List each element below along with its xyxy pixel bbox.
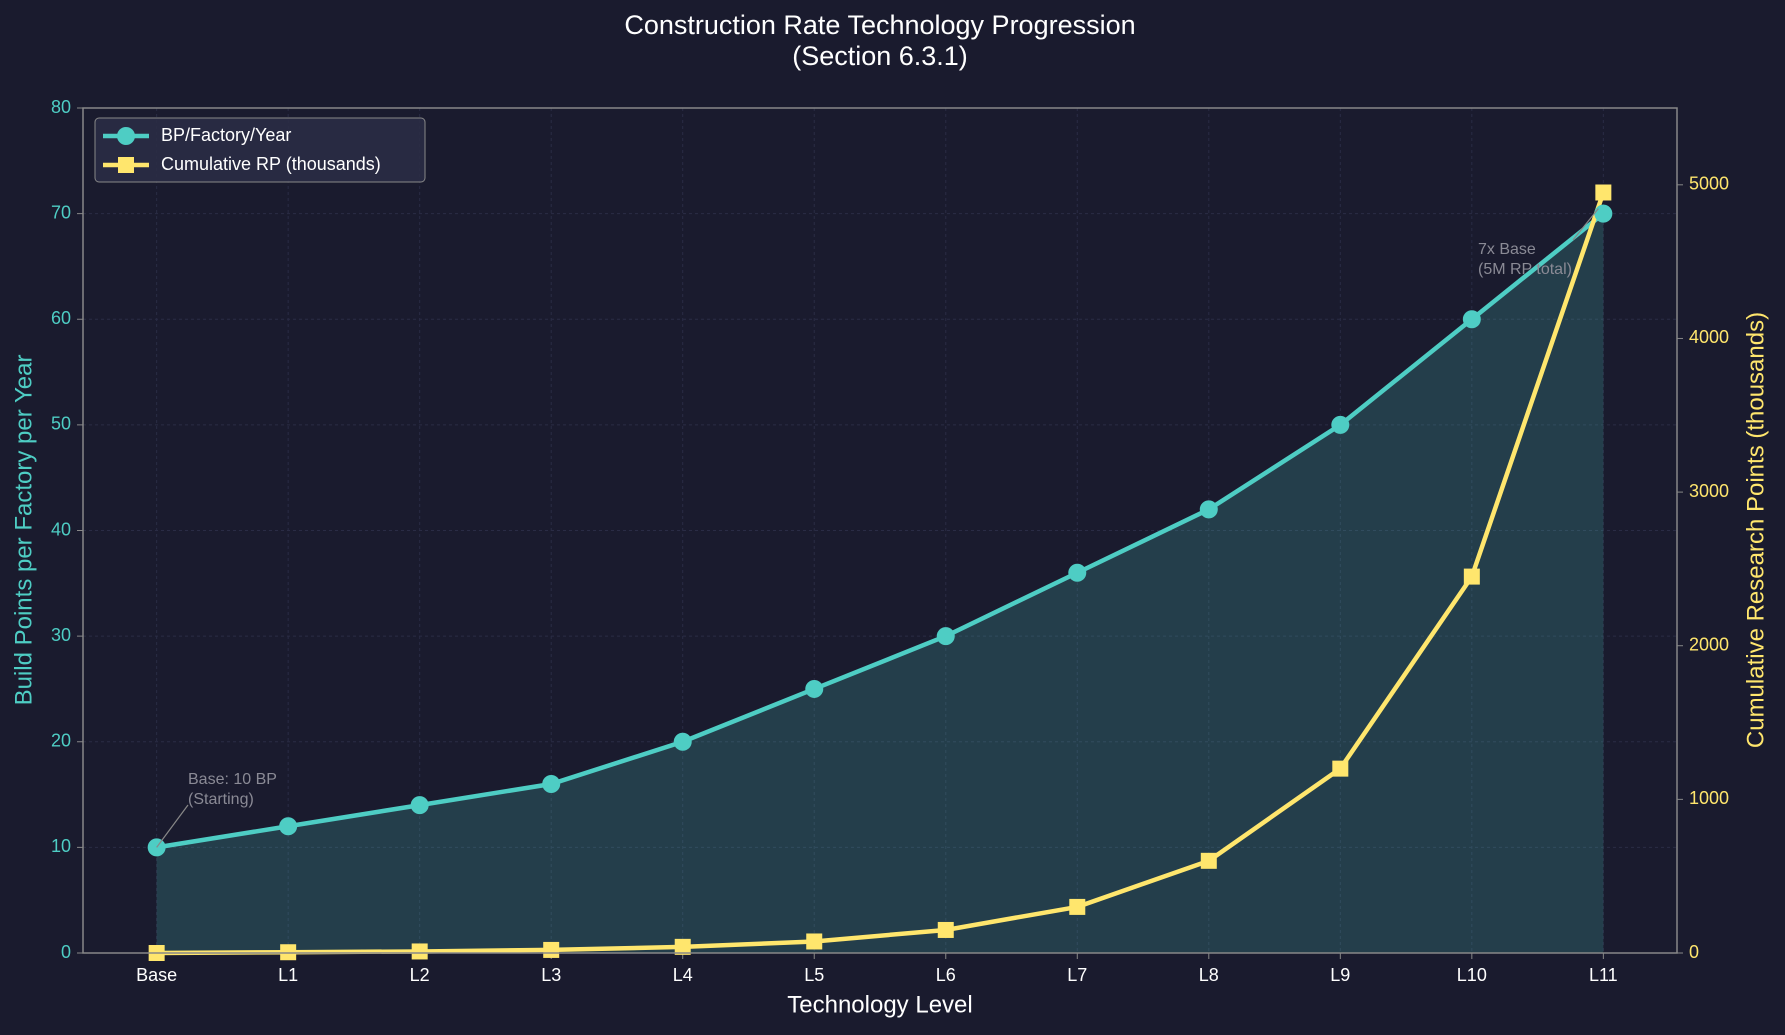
marker bbox=[1068, 563, 1087, 582]
annotation-arrow bbox=[1572, 208, 1599, 241]
legend-label: Cumulative RP (thousands) bbox=[161, 154, 381, 174]
legend-box bbox=[94, 117, 426, 183]
x-tick-label: L11 bbox=[1589, 965, 1618, 985]
y2-tick-label: 1000 bbox=[1689, 788, 1729, 808]
x-tick-label: L5 bbox=[804, 965, 824, 985]
marker bbox=[1200, 852, 1217, 869]
marker bbox=[1594, 204, 1613, 223]
marker bbox=[1332, 760, 1349, 777]
y-tick-label: 0 bbox=[61, 942, 71, 962]
x-tick-label: L4 bbox=[673, 965, 693, 985]
y2-tick-label: 3000 bbox=[1689, 481, 1729, 501]
x-tick-label: L2 bbox=[410, 965, 430, 985]
y2-tick-label: 4000 bbox=[1689, 327, 1729, 347]
annotation: Base: 10 BP bbox=[188, 771, 277, 788]
x-tick-label: L10 bbox=[1457, 965, 1487, 985]
line bbox=[156, 191, 1606, 956]
chart-title: Construction Rate Technology Progression bbox=[624, 10, 1135, 40]
marker bbox=[805, 679, 824, 698]
marker bbox=[937, 921, 954, 938]
marker bbox=[1331, 415, 1350, 434]
marker bbox=[1595, 184, 1612, 201]
x-tick-label: L8 bbox=[1199, 965, 1219, 985]
y-tick-label: 60 bbox=[51, 308, 71, 328]
legend-label: BP/Factory/Year bbox=[161, 125, 291, 145]
marker bbox=[410, 796, 429, 815]
y-axis-label: Build Points per Factory per Year bbox=[10, 355, 37, 706]
marker bbox=[411, 943, 428, 960]
marker bbox=[543, 941, 560, 958]
y2-axis-label: Cumulative Research Points (thousands) bbox=[1742, 312, 1769, 748]
marker bbox=[279, 817, 298, 836]
legend-marker bbox=[117, 127, 135, 145]
x-tick-label: L6 bbox=[936, 965, 956, 985]
area bbox=[156, 213, 1604, 953]
x-axis-label: Technology Level bbox=[787, 991, 972, 1018]
chart-title: (Section 6.3.1) bbox=[792, 41, 968, 71]
plot-frame bbox=[82, 107, 1678, 954]
y2-tick-label: 5000 bbox=[1689, 174, 1729, 194]
x-tick-label: L7 bbox=[1067, 965, 1087, 985]
marker bbox=[1199, 500, 1218, 519]
annotation: (Starting) bbox=[188, 791, 254, 808]
marker bbox=[542, 775, 561, 793]
marker bbox=[1463, 568, 1480, 585]
marker bbox=[673, 732, 692, 751]
y-tick-label: 80 bbox=[51, 97, 71, 117]
marker bbox=[674, 938, 691, 955]
y2-tick-label: 0 bbox=[1689, 942, 1699, 962]
x-tick-label: L9 bbox=[1330, 965, 1350, 985]
legend-marker bbox=[118, 157, 134, 173]
marker bbox=[1069, 898, 1086, 915]
y-tick-label: 50 bbox=[51, 414, 71, 434]
x-tick-label: Base bbox=[136, 965, 177, 985]
marker bbox=[280, 944, 297, 961]
marker bbox=[936, 627, 955, 646]
x-tick-label: L1 bbox=[278, 965, 298, 985]
marker bbox=[1462, 310, 1481, 329]
annotation: 7x Base bbox=[1478, 241, 1536, 258]
y-tick-label: 20 bbox=[51, 731, 71, 751]
annotation: (5M RP total) bbox=[1478, 261, 1572, 278]
y-tick-label: 40 bbox=[51, 519, 71, 539]
y-tick-label: 30 bbox=[51, 625, 71, 645]
x-tick-label: L3 bbox=[541, 965, 561, 985]
line bbox=[156, 211, 1605, 850]
y-tick-label: 10 bbox=[51, 836, 71, 856]
y2-tick-label: 2000 bbox=[1689, 634, 1729, 654]
annotation-arrow bbox=[156, 804, 189, 848]
y-tick-label: 70 bbox=[51, 202, 71, 222]
marker bbox=[806, 933, 823, 950]
